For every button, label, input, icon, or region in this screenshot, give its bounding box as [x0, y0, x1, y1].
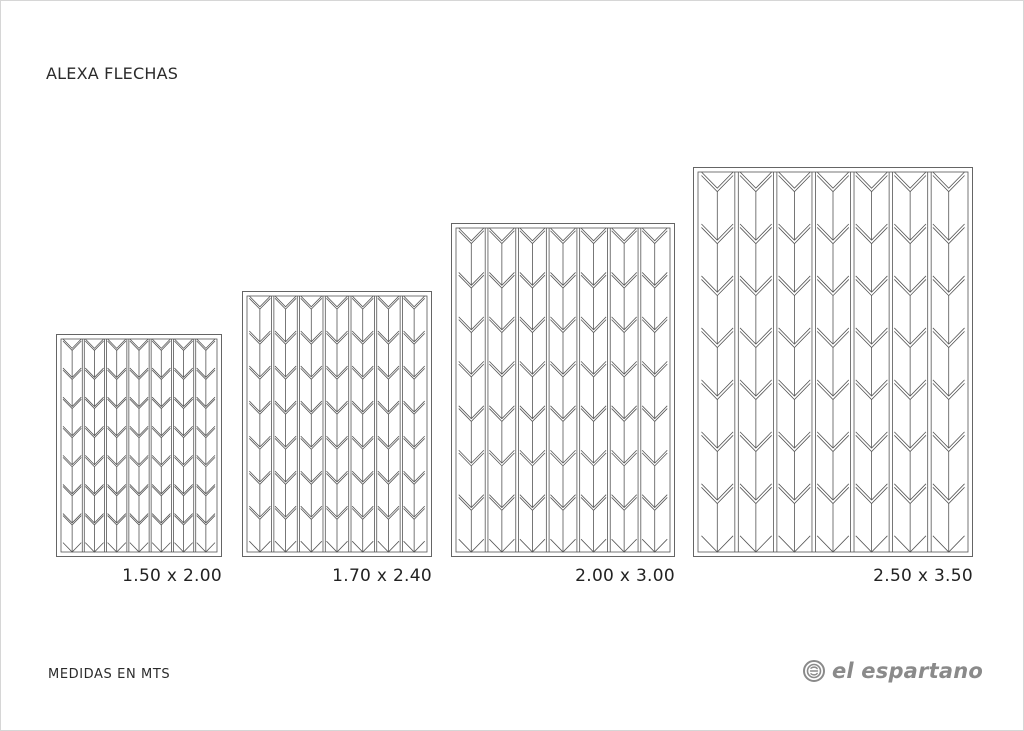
size-label: 2.00 x 3.00 — [575, 566, 675, 586]
rug-outer-frame — [242, 291, 432, 557]
chevron-arrow-pattern — [701, 171, 965, 553]
chevron-arrow-pattern — [249, 295, 425, 553]
rug-outer-frame — [56, 334, 222, 557]
brand-name: el espartano — [831, 659, 983, 683]
rug-diagram-4 — [693, 167, 973, 557]
rug-outer-frame — [451, 223, 675, 557]
rug-diagram-2 — [242, 291, 432, 557]
rug-diagram-1 — [56, 334, 222, 557]
chevron-arrow-pattern — [458, 227, 668, 553]
el-espartano-logo-icon — [802, 660, 825, 682]
brand-logo: el espartano — [802, 659, 983, 683]
chevron-arrow-pattern — [62, 338, 216, 553]
units-note: MEDIDAS EN MTS — [48, 667, 171, 682]
size-label: 1.50 x 2.00 — [122, 566, 222, 586]
page-title: ALEXA FLECHAS — [46, 64, 179, 83]
size-label: 2.50 x 3.50 — [873, 566, 973, 586]
rug-outer-frame — [693, 167, 973, 557]
size-label: 1.70 x 2.40 — [332, 566, 432, 586]
rug-diagram-3 — [451, 223, 675, 557]
